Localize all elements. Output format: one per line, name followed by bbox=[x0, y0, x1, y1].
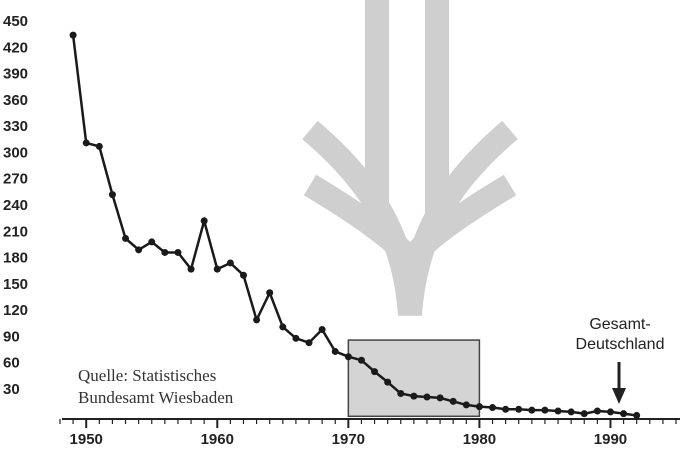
data-point bbox=[371, 368, 378, 375]
y-tick-label: 420 bbox=[3, 39, 28, 56]
data-point bbox=[135, 246, 142, 253]
y-tick-label: 240 bbox=[3, 197, 28, 214]
annotation: Gesamt- bbox=[589, 316, 650, 333]
data-point bbox=[489, 404, 496, 411]
data-point bbox=[266, 289, 273, 296]
data-point bbox=[620, 410, 627, 417]
y-tick-label: 60 bbox=[3, 355, 20, 372]
data-point bbox=[122, 235, 129, 242]
data-point bbox=[476, 403, 483, 410]
x-tick-label: 1970 bbox=[332, 431, 365, 448]
x-tick-label: 1960 bbox=[201, 431, 234, 448]
data-point bbox=[83, 139, 90, 146]
data-point bbox=[568, 408, 575, 415]
x-tick-label: 1950 bbox=[70, 431, 103, 448]
data-point bbox=[345, 353, 352, 360]
source-note: Bundesamt Wiesbaden bbox=[78, 388, 234, 407]
data-point bbox=[279, 323, 286, 330]
data-point bbox=[594, 408, 601, 415]
data-point bbox=[607, 408, 614, 415]
data-point bbox=[319, 326, 326, 333]
data-point bbox=[332, 348, 339, 355]
y-tick-label: 150 bbox=[3, 276, 28, 293]
data-point bbox=[397, 390, 404, 397]
data-point bbox=[541, 407, 548, 414]
data-point bbox=[201, 217, 208, 224]
data-point bbox=[96, 143, 103, 150]
y-tick-label: 90 bbox=[3, 328, 20, 345]
data-point bbox=[528, 407, 535, 414]
data-point bbox=[188, 266, 195, 273]
data-point bbox=[450, 398, 457, 405]
data-point bbox=[463, 401, 470, 408]
chart: 30 60 90 120 150 180 210 240 270 300 330 360 390 420 4… bbox=[0, 0, 681, 452]
data-point bbox=[174, 249, 181, 256]
annotation: Deutschland bbox=[576, 336, 665, 353]
highlight-box bbox=[348, 340, 479, 416]
background-emblem bbox=[310, 0, 510, 315]
data-point bbox=[555, 408, 562, 415]
x-tick-label: 1980 bbox=[463, 431, 496, 448]
x-tick-label: 1990 bbox=[594, 431, 627, 448]
source-note: Quelle: Statistisches bbox=[78, 366, 216, 385]
data-point bbox=[410, 393, 417, 400]
y-tick-label: 120 bbox=[3, 302, 28, 319]
y-tick-label: 360 bbox=[3, 92, 28, 109]
data-point bbox=[384, 379, 391, 386]
data-point bbox=[423, 394, 430, 401]
y-tick-label: 180 bbox=[3, 250, 28, 267]
data-point bbox=[214, 266, 221, 273]
data-point bbox=[358, 357, 365, 364]
data-point bbox=[292, 335, 299, 342]
data-point bbox=[253, 316, 260, 323]
data-point bbox=[502, 406, 509, 413]
y-tick-label: 210 bbox=[3, 223, 28, 240]
annotation-arrowhead bbox=[612, 388, 626, 404]
y-tick-label: 390 bbox=[3, 66, 28, 83]
data-point bbox=[148, 238, 155, 245]
data-point bbox=[70, 32, 77, 39]
data-point bbox=[109, 191, 116, 198]
emblem-chevron bbox=[310, 130, 510, 315]
data-point bbox=[437, 394, 444, 401]
data-point bbox=[161, 249, 168, 256]
data-point bbox=[581, 410, 588, 417]
y-tick-label: 450 bbox=[3, 13, 28, 30]
data-point bbox=[227, 259, 234, 266]
data-point bbox=[306, 339, 313, 346]
data-point bbox=[633, 412, 640, 419]
data-point bbox=[240, 272, 247, 279]
y-tick-label: 300 bbox=[3, 144, 28, 161]
y-tick-label: 270 bbox=[3, 171, 28, 188]
y-tick-label: 330 bbox=[3, 118, 28, 135]
data-point bbox=[515, 406, 522, 413]
y-tick-label: 30 bbox=[3, 381, 20, 398]
